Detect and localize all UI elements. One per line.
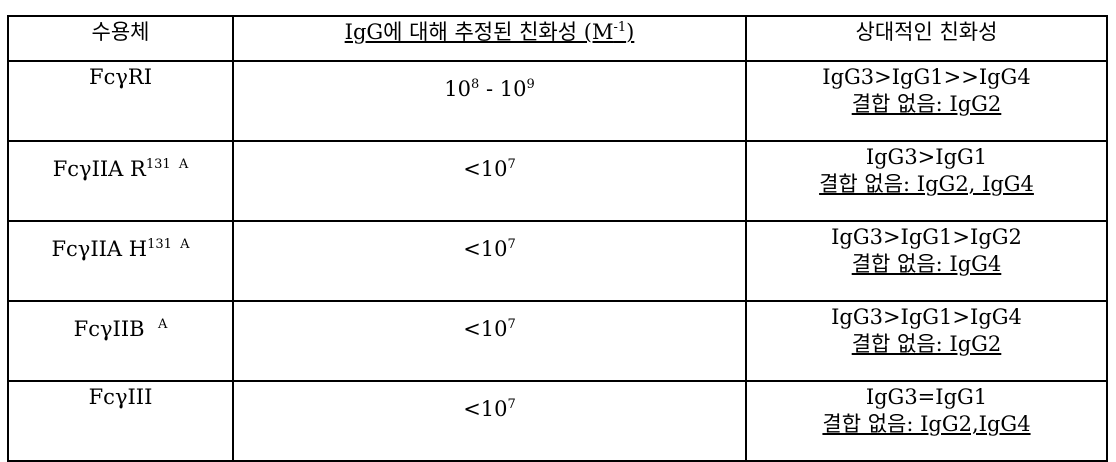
header-row: 수용체 IgG에 대해 추정된 친화성 (M-1) 상대적인 친화성 (8, 16, 1107, 61)
relative-affinity-cell: IgG3>IgG1결합 없음: IgG2, IgG4 (746, 141, 1107, 221)
receptor-cell: FcγIIA R131 A (8, 141, 233, 221)
affinity-cell: 108 - 109 (233, 61, 746, 141)
affinity-cell: <107 (233, 301, 746, 381)
receptor-cell: FcγRI (8, 61, 233, 141)
receptor-cell: FcγIIA H131 A (8, 221, 233, 301)
receptor-cell: FcγIIB A (8, 301, 233, 381)
header-receptor: 수용체 (8, 16, 233, 61)
affinity-cell: <107 (233, 221, 746, 301)
header-relative-affinity: 상대적인 친화성 (746, 16, 1107, 61)
relative-affinity-cell: IgG3>IgG1>IgG4결합 없음: IgG2 (746, 301, 1107, 381)
table-row: FcγIIA R131 A <107 IgG3>IgG1결합 없음: IgG2,… (8, 141, 1107, 221)
relative-affinity-cell: IgG3>IgG1>>IgG4결합 없음: IgG2 (746, 61, 1107, 141)
table-row: FcγIII <107 IgG3=IgG1결합 없음: IgG2,IgG4 (8, 381, 1107, 461)
relative-affinity-cell: IgG3>IgG1>IgG2결합 없음: IgG4 (746, 221, 1107, 301)
affinity-cell: <107 (233, 141, 746, 221)
table-row: FcγRI 108 - 109 IgG3>IgG1>>IgG4결합 없음: Ig… (8, 61, 1107, 141)
fc-receptor-affinity-table: 수용체 IgG에 대해 추정된 친화성 (M-1) 상대적인 친화성 FcγRI… (7, 15, 1108, 462)
table-row: FcγIIA H131 A <107 IgG3>IgG1>IgG2결합 없음: … (8, 221, 1107, 301)
receptor-cell: FcγIII (8, 381, 233, 461)
table-row: FcγIIB A <107 IgG3>IgG1>IgG4결합 없음: IgG2 (8, 301, 1107, 381)
header-estimated-affinity: IgG에 대해 추정된 친화성 (M-1) (233, 16, 746, 61)
affinity-cell: <107 (233, 381, 746, 461)
relative-affinity-cell: IgG3=IgG1결합 없음: IgG2,IgG4 (746, 381, 1107, 461)
